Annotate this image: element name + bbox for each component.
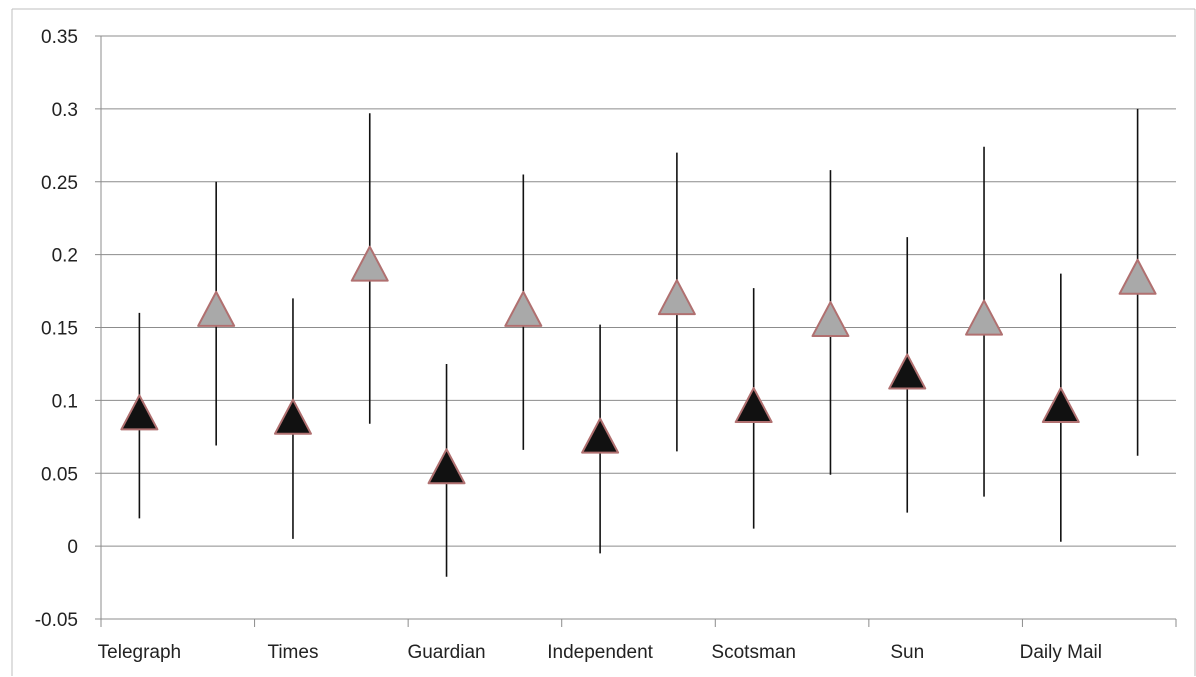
y-tick-label: 0.2 xyxy=(52,246,78,267)
y-tick-label: 0.05 xyxy=(41,464,78,485)
x-tick-label: Telegraph xyxy=(98,642,181,663)
dark-triangle-marker xyxy=(734,387,773,424)
gray-triangle-marker xyxy=(350,245,389,282)
gray-triangle-marker xyxy=(504,290,543,327)
x-tick-labels: Telegraph Times Guardian Independent Scotsma… xyxy=(98,642,1102,663)
gridlines xyxy=(95,35,1176,620)
dark-triangle-marker xyxy=(888,353,927,390)
axes xyxy=(11,8,1196,676)
dark-triangle-marker xyxy=(273,398,312,435)
gray-triangle-marker xyxy=(965,299,1004,336)
x-tick-label: Scotsman xyxy=(711,642,795,663)
x-tick-label: Guardian xyxy=(407,642,485,663)
y-tick-label: 0.3 xyxy=(52,100,78,121)
x-tick-label: Independent xyxy=(547,642,653,663)
x-tick-label: Sun xyxy=(890,642,924,663)
gray-triangle-marker xyxy=(657,279,696,316)
markers xyxy=(120,245,1157,485)
y-tick-label: 0.15 xyxy=(41,319,78,340)
gray-triangle-marker xyxy=(197,290,236,327)
gray-triangle-marker xyxy=(1118,258,1157,295)
y-tick-label: 0.25 xyxy=(41,173,78,194)
x-tick-label: Times xyxy=(267,642,318,663)
y-tick-labels: 0.35 0.3 0.25 0.2 0.15 0.1 0.05 0 -0.05 xyxy=(35,27,78,631)
dark-triangle-marker xyxy=(581,417,620,454)
error-bars xyxy=(138,108,1139,577)
y-tick-label: 0.35 xyxy=(41,27,78,48)
dark-triangle-marker xyxy=(120,394,159,431)
x-tick-label: Daily Mail xyxy=(1020,642,1102,663)
y-tick-label: 0.1 xyxy=(52,391,78,412)
gray-triangle-marker xyxy=(811,301,850,338)
dark-triangle-marker xyxy=(427,448,466,485)
y-tick-label: 0 xyxy=(67,537,78,558)
dark-triangle-marker xyxy=(1041,387,1080,424)
y-tick-label: -0.05 xyxy=(35,610,78,631)
